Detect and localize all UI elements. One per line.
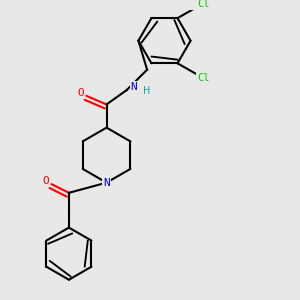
Text: Cl: Cl: [197, 0, 210, 9]
Text: O: O: [42, 176, 49, 186]
Text: Cl: Cl: [197, 73, 210, 83]
Text: N: N: [103, 178, 110, 188]
Text: O: O: [77, 88, 84, 98]
Text: N: N: [131, 82, 137, 92]
Text: H: H: [143, 86, 150, 96]
